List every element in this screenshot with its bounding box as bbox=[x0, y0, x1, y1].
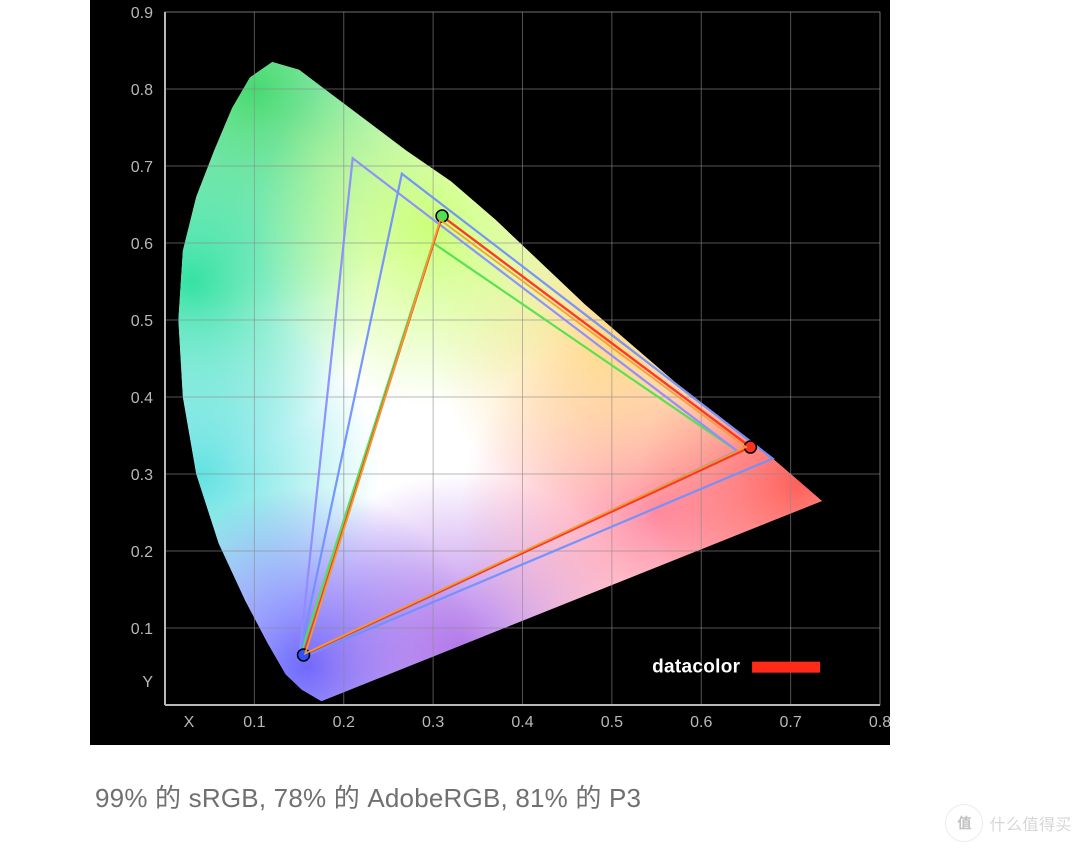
y-tick-label: 0.8 bbox=[131, 82, 153, 99]
y-tick-label: 0.7 bbox=[131, 159, 153, 176]
site-watermark: 值 什么值得买 bbox=[945, 804, 1072, 842]
brand-bar bbox=[752, 662, 820, 673]
gamut-marker bbox=[298, 649, 310, 661]
page-root: 0.1 0.2 0.3 0.4 0.5 0.6 0.7 0.8 0.1 0.2 0.3 0.4 0.5 0… bbox=[0, 0, 1080, 848]
y-tick-label: 0.9 bbox=[131, 5, 153, 22]
spectral-locus-fill bbox=[115, 0, 890, 745]
brand-label: datacolor bbox=[652, 657, 741, 678]
x-tick-label: 0.7 bbox=[780, 714, 802, 731]
y-axis-label: Y bbox=[142, 674, 153, 691]
chart-svg: 0.1 0.2 0.3 0.4 0.5 0.6 0.7 0.8 0.1 0.2 0.3 0.4 0.5 0… bbox=[90, 0, 890, 745]
watermark-badge: 值 bbox=[945, 804, 983, 842]
y-tick-label: 0.2 bbox=[131, 544, 153, 561]
watermark-text: 什么值得买 bbox=[989, 811, 1072, 835]
x-tick-label: 0.5 bbox=[601, 714, 623, 731]
y-tick-label: 0.3 bbox=[131, 467, 153, 484]
chromaticity-chart: 0.1 0.2 0.3 0.4 0.5 0.6 0.7 0.8 0.1 0.2 0.3 0.4 0.5 0… bbox=[90, 0, 890, 745]
y-tick-label: 0.5 bbox=[131, 313, 153, 330]
x-axis-label: X bbox=[184, 714, 195, 731]
y-tick-label: 0.1 bbox=[131, 621, 153, 638]
x-tick-label: 0.3 bbox=[422, 714, 444, 731]
coverage-caption: 99% 的 sRGB, 78% 的 AdobeRGB, 81% 的 P3 bbox=[95, 778, 641, 815]
x-tick-label: 0.1 bbox=[243, 714, 265, 731]
x-tick-label: 0.4 bbox=[511, 714, 533, 731]
x-tick-label: 0.6 bbox=[690, 714, 712, 731]
y-tick-label: 0.4 bbox=[131, 390, 153, 407]
x-tick-label: 0.8 bbox=[869, 714, 890, 731]
y-tick-label: 0.6 bbox=[131, 236, 153, 253]
x-tick-label: 0.2 bbox=[333, 714, 355, 731]
